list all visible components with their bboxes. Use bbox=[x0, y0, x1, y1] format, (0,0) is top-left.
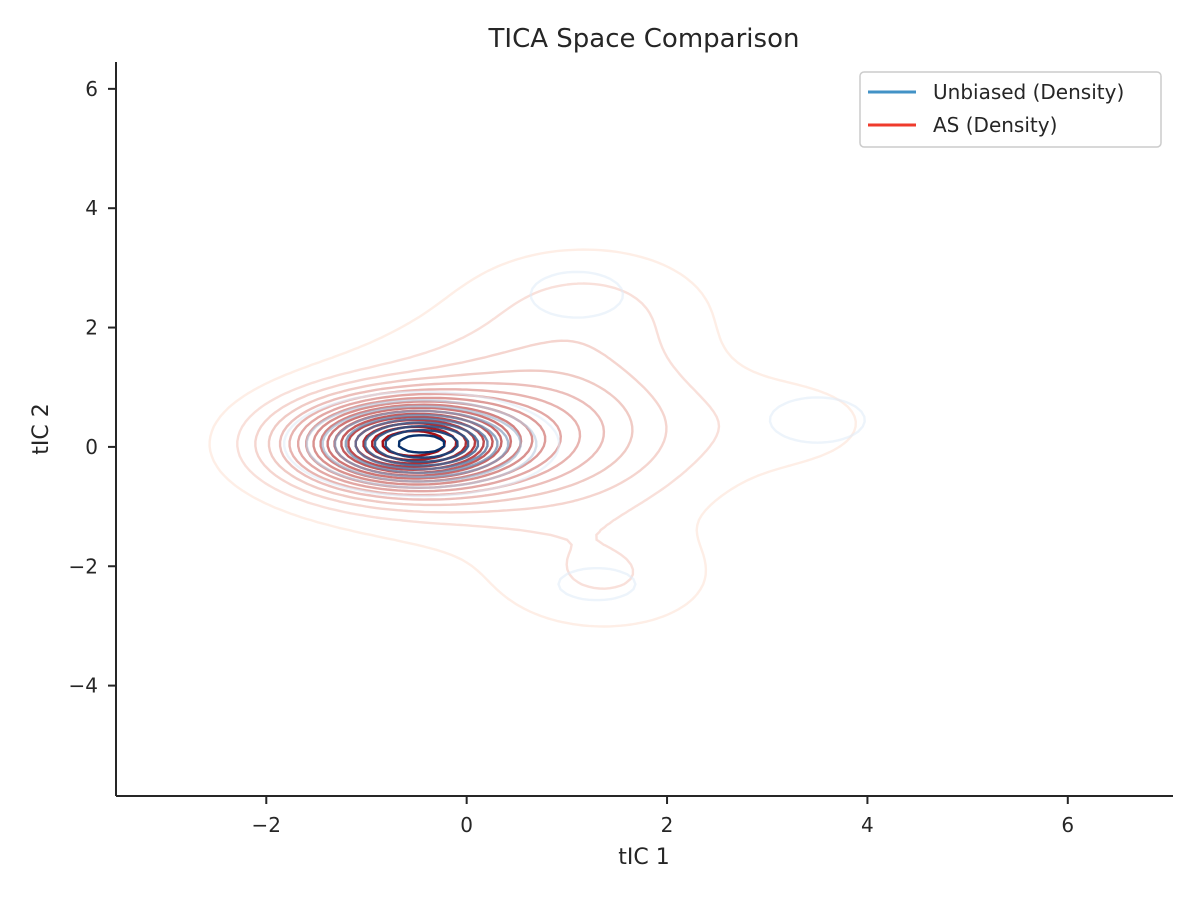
y-tick-label: 0 bbox=[85, 435, 98, 459]
x-ticks: −2 0 2 4 6 bbox=[252, 796, 1074, 837]
as-contour-level bbox=[278, 381, 606, 501]
chart-title: TICA Space Comparison bbox=[488, 24, 800, 54]
legend: Unbiased (Density) AS (Density) bbox=[859, 71, 1162, 148]
unbiased-contour-level bbox=[384, 429, 459, 459]
as-contour-level bbox=[297, 392, 562, 493]
y-tick-label: 6 bbox=[85, 77, 98, 101]
unbiased-contour-level bbox=[321, 405, 522, 483]
unbiased-density-contours bbox=[283, 270, 866, 602]
legend-label-unbiased: Unbiased (Density) bbox=[933, 80, 1124, 104]
contour-layer bbox=[208, 248, 866, 628]
as-contour-level bbox=[236, 282, 721, 590]
unbiased-contour-level bbox=[354, 417, 489, 471]
unbiased-contour-level bbox=[364, 421, 480, 467]
unbiased-contour-level bbox=[397, 434, 446, 454]
legend-label-as: AS (Density) bbox=[933, 113, 1057, 137]
as-contour-level bbox=[267, 369, 634, 507]
y-ticks: −4 −2 0 2 4 6 bbox=[69, 77, 116, 698]
legend-box bbox=[859, 71, 1162, 148]
unbiased-contour-level bbox=[333, 409, 510, 479]
as-contour-level bbox=[208, 248, 857, 628]
x-tick-label: −2 bbox=[252, 813, 281, 837]
x-tick-label: 4 bbox=[861, 813, 874, 837]
as-contour-level bbox=[254, 339, 668, 514]
y-tick-label: 2 bbox=[85, 316, 98, 340]
unbiased-contour-level bbox=[344, 413, 499, 474]
unbiased-contour-level bbox=[373, 424, 470, 463]
y-axis-label: tIC 2 bbox=[29, 403, 54, 454]
unbiased-contour-level bbox=[305, 399, 538, 489]
y-tick-label: 4 bbox=[85, 196, 98, 220]
x-tick-label: 2 bbox=[661, 813, 674, 837]
x-tick-label: 6 bbox=[1061, 813, 1074, 837]
x-tick-label: 0 bbox=[460, 813, 473, 837]
x-axis-label: tIC 1 bbox=[618, 845, 669, 870]
as-density-contours bbox=[208, 248, 857, 628]
unbiased-contour-level bbox=[283, 270, 866, 602]
y-tick-label: −4 bbox=[69, 674, 98, 698]
axes bbox=[115, 62, 1173, 797]
y-tick-label: −2 bbox=[69, 554, 98, 578]
